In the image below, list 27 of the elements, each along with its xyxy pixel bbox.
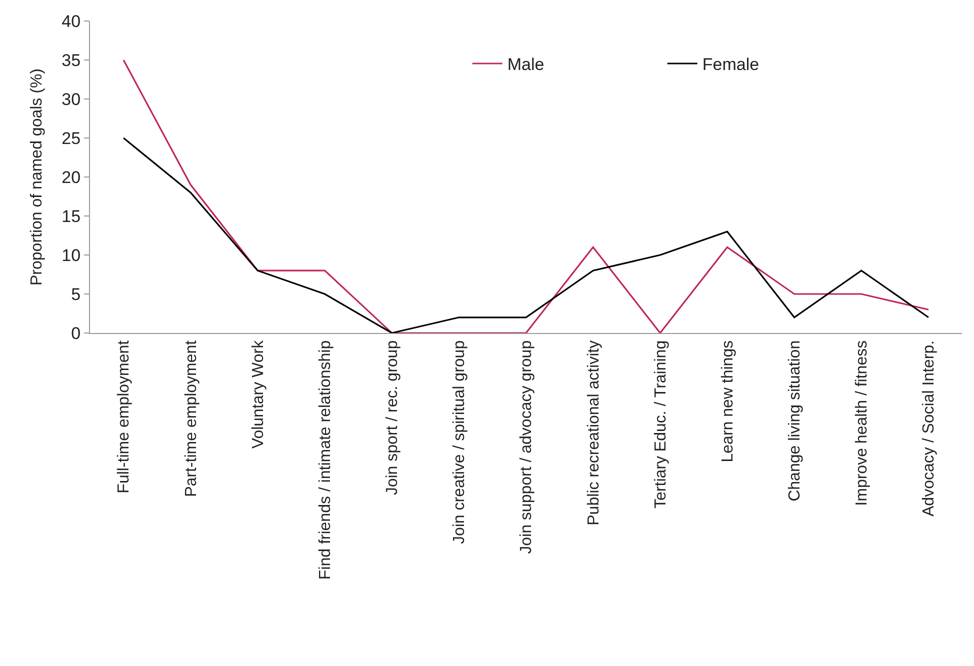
x-tick-label: Join creative / spiritual group [451, 340, 468, 544]
x-tick-label: Part-time employment [182, 340, 200, 497]
x-tick-label: Change living situation [786, 340, 804, 502]
legend-label: Male [507, 55, 544, 74]
x-tick-label: Join sport / rec. group [384, 340, 402, 496]
y-tick-label: 35 [62, 50, 81, 70]
x-tick-label: Improve health / fitness [854, 340, 871, 506]
y-tick-label: 20 [62, 168, 81, 187]
legend-label: Female [702, 55, 760, 74]
y-tick-label: 5 [71, 284, 81, 304]
y-axis-title: Proportion of named goals (%) [28, 68, 46, 286]
x-tick-label: Join support / advocacy group [518, 340, 536, 554]
line-series [122, 137, 930, 333]
y-tick-label: 0 [71, 324, 81, 343]
x-tick-label: Tertiary Educ. / Training [652, 340, 670, 508]
x-tick-label: Learn new things [719, 340, 736, 462]
y-tick-label: 15 [62, 206, 81, 226]
x-tick-label: Find friends / intimate relationship [316, 340, 334, 580]
x-tick-label: Voluntary Work [250, 339, 267, 449]
x-tick-label: Advocacy / Social Interp. [920, 340, 938, 516]
y-tick-label: 40 [62, 12, 81, 31]
y-tick-label: 25 [62, 128, 81, 148]
y-tick-label: 30 [62, 90, 81, 109]
x-tick-label: Full-time employment [116, 340, 133, 494]
x-tick-label: Public recreational activity [585, 340, 602, 526]
y-tick-label: 10 [62, 246, 81, 265]
line-series [122, 59, 930, 333]
